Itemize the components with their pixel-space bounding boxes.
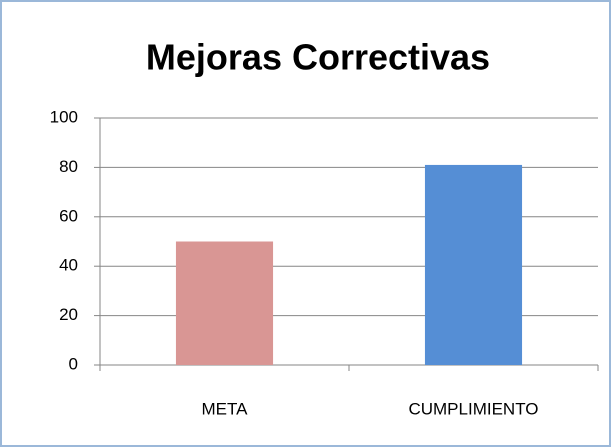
y-tick-label: 100 [50, 107, 78, 126]
y-tick-label: 40 [59, 256, 78, 275]
y-tick-label: 20 [59, 305, 78, 324]
chart-title: Mejoras Correctivas [146, 37, 490, 78]
bar [175, 241, 274, 365]
y-tick-label: 0 [69, 354, 78, 373]
x-tick-label: META [202, 399, 249, 418]
bar [424, 164, 523, 365]
y-tick-label: 80 [59, 157, 78, 176]
x-tick-label: CUMPLIMIENTO [408, 399, 538, 418]
y-tick-label: 60 [59, 206, 78, 225]
